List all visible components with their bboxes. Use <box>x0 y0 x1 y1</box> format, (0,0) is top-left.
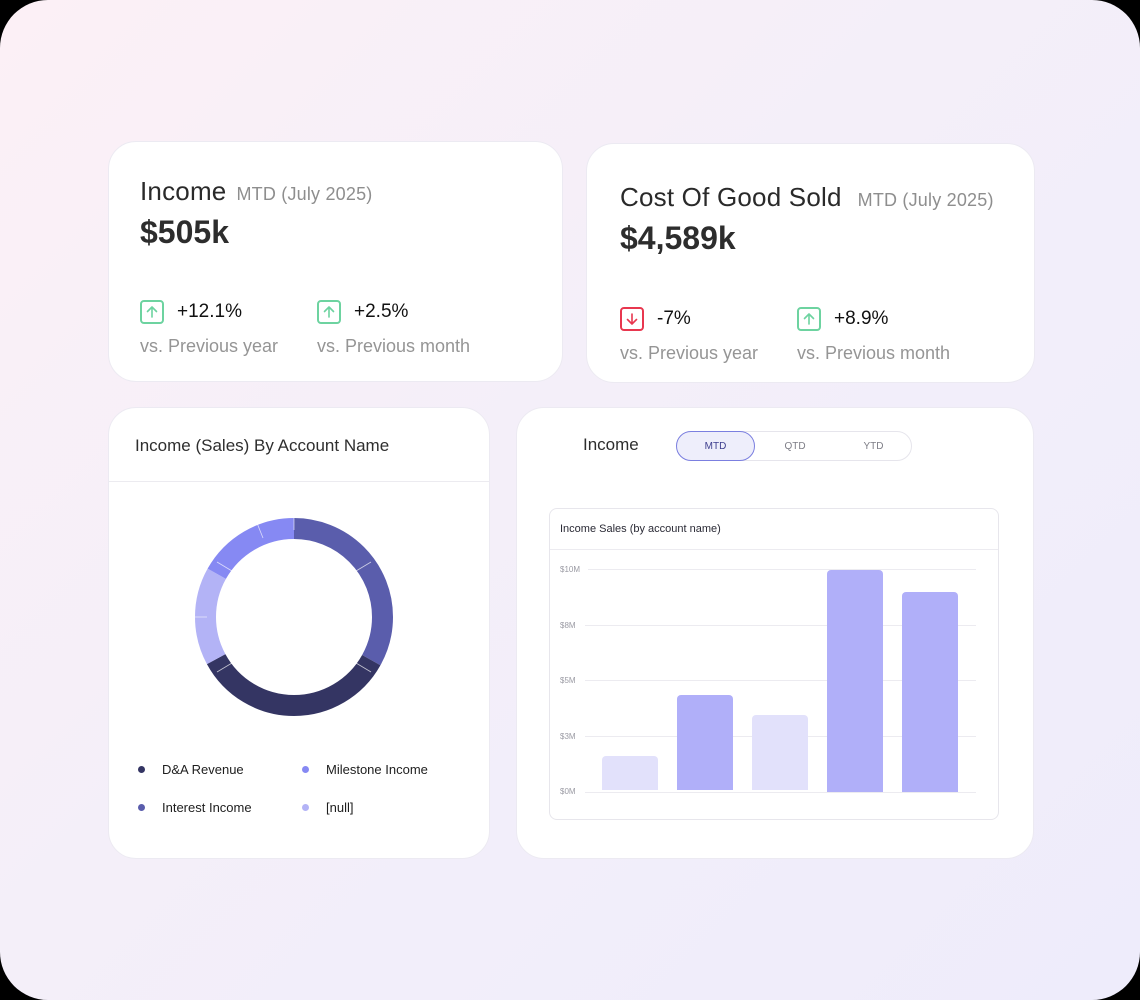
bar-panel-title: Income <box>583 435 639 454</box>
arrow-down-icon <box>620 307 644 331</box>
gridline <box>585 625 976 626</box>
donut-segment-da-revenue[interactable] <box>195 518 393 716</box>
legend-label: Milestone Income <box>326 762 428 777</box>
y-tick-label: $0M <box>560 787 576 796</box>
y-tick-label: $3M <box>560 732 576 741</box>
legend-item-null[interactable]: [null] <box>302 800 353 815</box>
donut-chart <box>185 508 393 716</box>
legend-dot-icon <box>138 766 145 773</box>
bar-4[interactable] <box>827 570 883 792</box>
bar-2[interactable] <box>677 695 733 790</box>
income-kpi-title: Income MTD (July 2025) <box>140 176 373 207</box>
legend-label: Interest Income <box>162 800 252 815</box>
bar-chart-divider <box>550 549 998 550</box>
income-delta-month-value: +2.5% <box>354 301 409 322</box>
legend-item-milestone-income[interactable]: Milestone Income <box>302 762 428 777</box>
cogs-delta-month-label: vs. Previous month <box>797 343 951 363</box>
legend-item-da-revenue[interactable]: D&A Revenue <box>138 762 244 777</box>
income-title-text: Income <box>140 176 227 206</box>
income-delta-year: +12.1% <box>140 300 242 324</box>
bar-1[interactable] <box>602 756 658 790</box>
y-tick-label: $8M <box>560 621 576 630</box>
y-tick-label: $10M <box>560 565 581 574</box>
cogs-delta-month: +8.9% <box>797 307 888 331</box>
income-delta-month-label: vs. Previous month <box>317 336 471 356</box>
bar-3[interactable] <box>752 715 808 790</box>
bar-5[interactable] <box>902 592 958 792</box>
income-kpi-card: Income MTD (July 2025) $505k +12.1% vs. P… <box>108 141 563 382</box>
arrow-up-icon <box>140 300 164 324</box>
cogs-delta-year: -7% <box>620 307 691 331</box>
tab-ytd[interactable]: YTD <box>863 440 884 452</box>
cogs-period: MTD (July 2025) <box>857 190 994 210</box>
income-delta-year-label: vs. Previous year <box>140 336 279 356</box>
legend-label: D&A Revenue <box>162 762 244 777</box>
cogs-delta-year-value: -7% <box>657 308 691 329</box>
legend-item-interest-income[interactable]: Interest Income <box>138 800 252 815</box>
income-period: MTD (July 2025) <box>236 184 373 204</box>
tab-mtd[interactable]: MTD <box>676 431 755 461</box>
y-tick-label: $5M <box>560 676 576 685</box>
legend-dot-icon <box>138 804 145 811</box>
gridline <box>588 569 976 570</box>
cogs-kpi-card: Cost Of Good Sold MTD (July 2025) $4,589k… <box>586 143 1035 383</box>
cogs-kpi-title: Cost Of Good Sold MTD (July 2025) <box>620 182 994 213</box>
legend-dot-icon <box>302 804 309 811</box>
bar-chart-card: Income Sales (by account name) <box>549 508 999 820</box>
income-delta-month: +2.5% <box>317 300 408 324</box>
cogs-value: $4,589k <box>620 220 736 256</box>
income-by-account-panel: Income (Sales) By Account Name <box>108 407 490 859</box>
cogs-delta-month-value: +8.9% <box>834 308 889 329</box>
legend-label: [null] <box>326 800 354 815</box>
panel-divider <box>109 481 489 482</box>
cogs-delta-year-label: vs. Previous year <box>620 343 759 363</box>
arrow-up-icon <box>797 307 821 331</box>
gridline <box>585 792 976 793</box>
arrow-up-icon <box>317 300 341 324</box>
gridline <box>585 680 976 681</box>
income-value: $505k <box>140 214 229 250</box>
donut-panel-title: Income (Sales) By Account Name <box>135 436 390 455</box>
cogs-title-text: Cost Of Good Sold <box>620 182 842 212</box>
income-delta-year-value: +12.1% <box>177 301 242 322</box>
period-segmented-control: MTD QTD YTD <box>676 431 912 461</box>
bar-chart-title: Income Sales (by account name) <box>560 523 721 535</box>
legend-dot-icon <box>302 766 309 773</box>
tab-qtd[interactable]: QTD <box>784 440 806 452</box>
